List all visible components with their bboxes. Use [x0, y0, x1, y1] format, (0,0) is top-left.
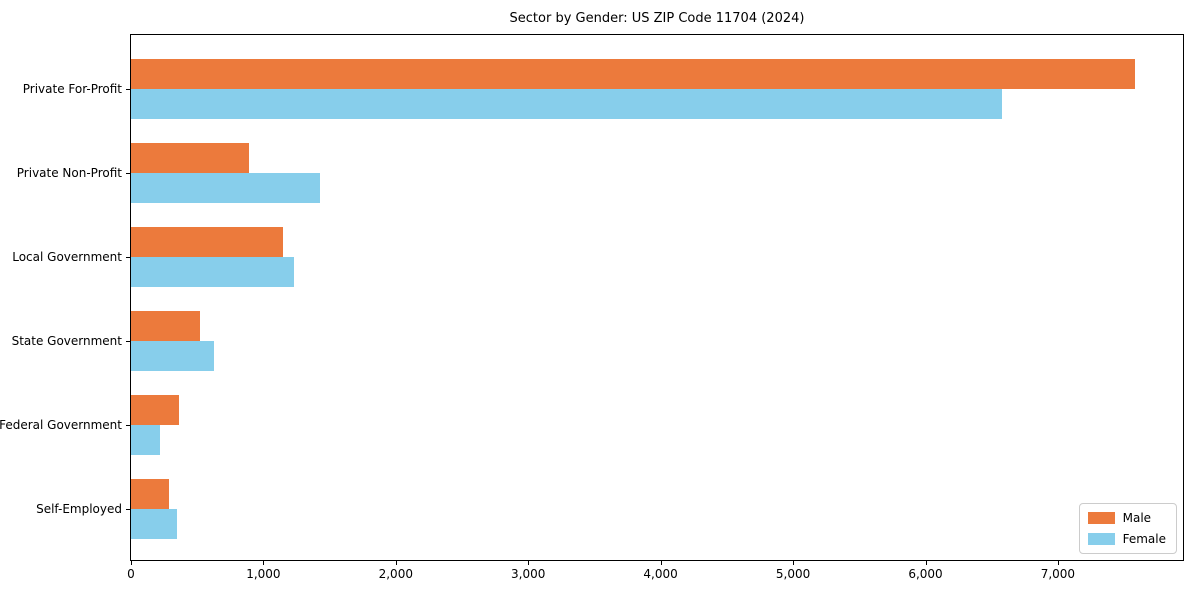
- legend-entry-male: Male: [1087, 511, 1166, 525]
- y-tick-private-for-profit: [126, 89, 131, 90]
- y-tick-self-employed: [126, 509, 131, 510]
- x-tick-label-0: 0: [127, 567, 135, 581]
- chart-title: Sector by Gender: US ZIP Code 11704 (202…: [509, 11, 805, 26]
- x-tick-3000: [528, 560, 530, 565]
- y-tick-local-government: [126, 257, 131, 258]
- bar-male-local-government: [131, 227, 284, 257]
- bar-male-private-non-profit: [131, 143, 249, 173]
- y-label-private-for-profit: Private For-Profit: [22, 82, 122, 96]
- x-tick-label-3000: 3,000: [511, 567, 546, 581]
- bar-female-self-employed: [131, 509, 178, 539]
- x-tick-label-1000: 1,000: [246, 567, 281, 581]
- y-label-private-non-profit: Private Non-Profit: [16, 166, 122, 180]
- bar-male-self-employed: [131, 479, 170, 509]
- x-tick-label-7000: 7,000: [1040, 567, 1076, 581]
- x-tick-label-2000: 2,000: [378, 567, 413, 581]
- bar-male-federal-government: [131, 395, 179, 425]
- legend-swatch-female: [1087, 533, 1115, 545]
- x-tick-0: [131, 560, 132, 565]
- x-tick-label-5000: 5,000: [775, 567, 811, 581]
- x-tick-1000: [263, 560, 265, 565]
- legend-label-female: Female: [1122, 532, 1166, 546]
- bar-female-private-non-profit: [131, 173, 321, 203]
- bar-female-local-government: [131, 257, 294, 287]
- legend-entry-female: Female: [1087, 532, 1166, 546]
- bar-female-private-for-profit: [131, 89, 1003, 119]
- legend-label-male: Male: [1122, 511, 1152, 525]
- x-tick-4000: [660, 560, 662, 565]
- y-tick-federal-government: [126, 425, 131, 426]
- y-tick-state-government: [126, 341, 131, 342]
- y-label-self-employed: Self-Employed: [36, 502, 122, 516]
- x-tick-6000: [925, 560, 927, 565]
- legend: Male Female: [1078, 503, 1177, 554]
- x-tick-2000: [395, 560, 397, 565]
- bar-male-state-government: [131, 311, 200, 341]
- x-tick-label-4000: 4,000: [643, 567, 678, 581]
- x-tick-7000: [1057, 560, 1059, 565]
- legend-swatch-male: [1087, 512, 1115, 524]
- y-label-federal-government: Federal Government: [0, 418, 122, 432]
- y-tick-private-non-profit: [126, 173, 131, 174]
- bar-male-private-for-profit: [131, 59, 1135, 89]
- bar-female-state-government: [131, 341, 215, 371]
- plot-area: Private For-Profit Private Non-Profit Loca…: [0, 34, 1184, 581]
- y-label-local-government: Local Government: [12, 250, 122, 264]
- bar-female-federal-government: [131, 425, 160, 455]
- x-tick-label-6000: 6,000: [908, 567, 943, 581]
- y-label-state-government: State Government: [11, 334, 122, 348]
- x-tick-5000: [793, 560, 795, 565]
